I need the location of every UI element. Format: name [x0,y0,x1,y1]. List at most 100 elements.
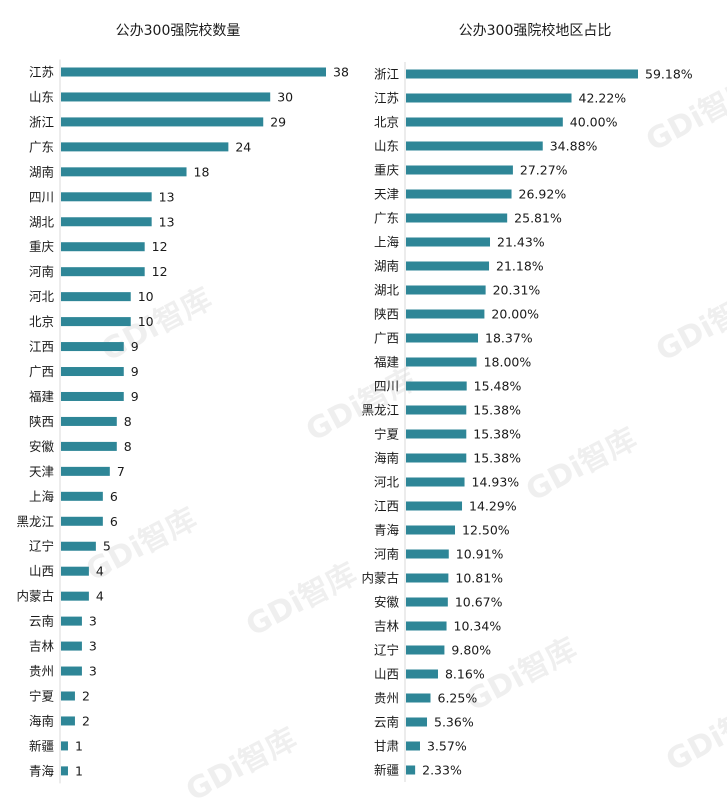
category-label: 河南 [29,264,54,279]
data-label: 15.38% [473,451,521,466]
category-label: 新疆 [374,763,399,778]
data-label: 14.93% [472,475,520,490]
data-label: 3 [89,639,97,654]
bar [61,566,89,576]
data-label: 25.81% [514,211,562,226]
data-label: 15.38% [473,403,521,418]
category-label: 黑龙江 [16,514,54,529]
data-label: 10.91% [456,547,504,562]
bar [61,516,103,526]
bar [61,466,110,476]
bar [406,525,456,535]
bar [406,381,467,391]
category-label: 吉林 [29,639,55,654]
bar [61,242,145,252]
data-label: 15.38% [473,427,521,442]
bar [61,342,124,352]
bar [406,237,491,247]
category-label: 宁夏 [29,689,55,704]
data-label: 4 [96,589,104,604]
bar [61,391,124,401]
data-label: 3.57% [427,739,467,754]
bar [61,217,152,227]
chart-title-right: 公办300强院校地区占比 [459,22,612,39]
data-label: 26.92% [519,187,567,202]
category-label: 福建 [29,389,55,404]
category-label: 山东 [374,139,399,154]
data-label: 21.43% [497,235,545,250]
bar [61,541,96,551]
category-label: 上海 [374,235,400,250]
category-label: 江西 [29,339,54,354]
category-label: 宁夏 [374,427,400,442]
data-label: 12.50% [462,523,510,538]
bar [406,285,486,295]
bar [61,167,187,177]
category-label: 天津 [29,464,54,479]
category-label: 湖北 [374,283,400,298]
data-label: 6.25% [438,691,478,706]
category-label: 内蒙古 [361,571,399,586]
category-label: 辽宁 [29,539,54,554]
data-label: 8.16% [445,667,485,682]
data-label: 9 [131,364,139,379]
bar [61,741,68,751]
data-label: 27.27% [520,163,568,178]
bar [61,92,271,102]
category-label: 黑龙江 [361,403,399,418]
bar [406,573,449,583]
category-label: 上海 [29,489,55,504]
category-label: 湖南 [29,164,54,179]
category-label: 湖南 [374,259,399,274]
category-label: 山东 [29,89,54,104]
data-label: 2.33% [422,763,462,778]
data-label: 8 [124,414,132,429]
bar [406,141,543,151]
category-label: 青海 [29,763,55,778]
data-label: 12 [152,264,168,279]
data-label: 1 [75,763,83,778]
bar [406,309,485,319]
category-label: 广东 [374,211,399,226]
data-label: 42.22% [579,91,627,106]
bar [406,333,479,343]
category-label: 贵州 [374,691,399,706]
data-label: 2 [82,689,90,704]
chart-title-left: 公办300强院校数量 [116,22,241,39]
chart-right: 浙江 59.18% 江苏 42.22% 北京 40.00% 山东 34.88% 重庆 27.27%… [361,62,693,782]
data-label: 4 [96,564,104,579]
category-label: 云南 [29,614,54,629]
category-label: 广西 [29,364,54,379]
data-label: 18 [194,164,210,179]
data-label: 2 [82,713,90,728]
data-label: 10.81% [455,571,503,586]
bar [406,117,563,127]
bar [61,491,103,501]
data-label: 5.36% [434,715,474,730]
category-label: 陕西 [374,307,399,322]
category-label: 海南 [29,713,54,728]
bar [406,453,467,463]
category-label: 重庆 [29,239,55,254]
category-label: 陕西 [29,414,54,429]
bar [406,669,438,679]
bar [61,766,68,776]
data-label: 12 [152,239,168,254]
data-label: 24 [235,139,251,154]
bar [406,765,416,775]
data-label: 6 [110,514,118,529]
category-label: 贵州 [29,664,54,679]
category-label: 天津 [374,187,399,202]
bar [61,666,82,676]
category-label: 安徽 [374,595,400,610]
data-label: 59.18% [645,67,693,82]
bar [406,93,572,103]
category-label: 山西 [29,564,54,579]
data-label: 13 [159,189,175,204]
data-label: 14.29% [469,499,517,514]
category-label: 云南 [374,715,399,730]
bar [406,621,447,631]
data-label: 3 [89,664,97,679]
category-label: 江苏 [29,65,54,80]
